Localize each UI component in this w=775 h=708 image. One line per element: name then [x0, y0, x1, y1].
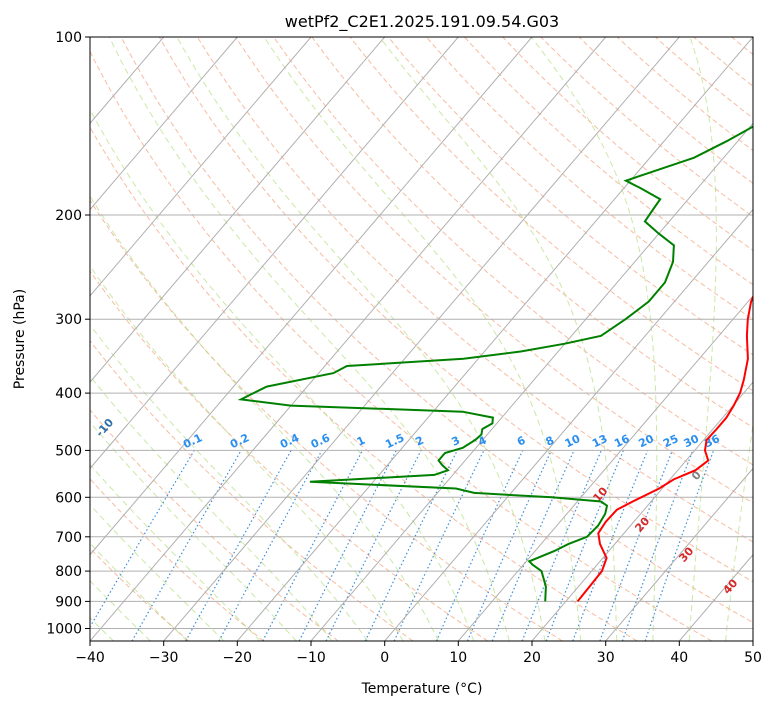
isotherm-line — [90, 37, 312, 297]
moist-adiabat — [90, 375, 333, 641]
x-tick-label: 0 — [380, 650, 389, 666]
moist-adiabat — [263, 37, 582, 641]
x-tick-label: 50 — [744, 650, 762, 666]
isotherm-line — [90, 37, 238, 211]
mixing-ratio-line — [262, 450, 364, 641]
moist-adiabat — [90, 195, 439, 641]
plot-area: 0.10.20.40.611.52346810131620253036-100-… — [89, 36, 754, 642]
y-tick-label: 1000 — [46, 622, 82, 638]
isotherm-line — [90, 37, 607, 641]
background-lines — [90, 37, 753, 641]
isotherm-line — [384, 208, 753, 641]
isotherm-line — [163, 37, 680, 641]
y-axis-label: Pressure (hPa) — [12, 289, 28, 389]
profiles — [237, 125, 753, 603]
mixing-ratio-label: 25 — [661, 432, 680, 450]
isotherm-line — [531, 381, 753, 641]
y-tick-label: 200 — [55, 208, 82, 224]
mixing-ratio-label: 16 — [612, 432, 632, 450]
moist-adiabat — [176, 37, 546, 641]
mixing-ratio-line — [521, 450, 602, 641]
x-tick-label: −20 — [223, 650, 253, 666]
y-tick-label: 900 — [55, 594, 82, 610]
y-tick-label: 100 — [55, 30, 82, 46]
x-tick-label: −40 — [75, 650, 105, 666]
y-tick-label: 400 — [55, 386, 82, 402]
dry-adiabat — [158, 37, 753, 583]
x-tick-label: −10 — [296, 650, 326, 666]
dry-adiabat — [197, 37, 753, 543]
dry-adiabat — [90, 50, 712, 641]
mixing-ratio-line — [90, 450, 195, 629]
x-tick-label: 30 — [597, 650, 615, 666]
y-tick-label: 500 — [55, 443, 82, 459]
moist-adiabat — [688, 37, 717, 641]
x-tick-label: 40 — [670, 650, 688, 666]
mixing-ratio-label: 13 — [590, 432, 609, 450]
moist-adiabat — [90, 265, 404, 641]
dry-adiabat — [502, 37, 753, 251]
chart-title: wetPf2_C2E1.2025.191.09.54.G03 — [285, 12, 559, 32]
dry-adiabat — [90, 478, 264, 641]
isotherm-line — [90, 37, 533, 556]
isotherm-line — [236, 37, 753, 641]
y-axis: 100 200 300 400 500 600 700 800 900 1000 — [46, 30, 90, 638]
moist-adiabat — [90, 323, 369, 641]
mixing-ratio-line — [393, 450, 485, 641]
dry-adiabat — [90, 199, 563, 641]
moist-adiabat — [530, 37, 658, 641]
mixing-ratio-label: 30 — [682, 432, 702, 450]
dry-adiabat — [90, 270, 488, 641]
dry-adiabat — [273, 37, 753, 466]
y-tick-label: 600 — [55, 490, 82, 506]
dry-adiabat — [540, 37, 753, 218]
mixing-ratio-line — [545, 450, 624, 641]
x-tick-label: 10 — [449, 650, 467, 666]
mixing-ratio-line — [466, 450, 552, 641]
mixing-ratio-line — [435, 450, 524, 641]
moist-adiabat — [90, 421, 297, 641]
x-tick-label: −30 — [149, 650, 179, 666]
x-tick-label: 20 — [523, 650, 541, 666]
mixing-ratio-label: 20 — [637, 432, 657, 450]
isotherm-line — [310, 122, 753, 641]
mixing-ratio-line — [491, 450, 575, 641]
y-tick-label: 700 — [55, 530, 82, 546]
isotherm-line — [90, 37, 459, 470]
x-axis: −40 −30 −20 −10 0 10 20 30 40 50 — [75, 641, 762, 666]
moist-adiabat — [90, 542, 188, 641]
isotherm-line — [90, 37, 386, 383]
dry-adiabat — [387, 37, 753, 356]
temperature-line — [576, 294, 753, 603]
dry-adiabat — [464, 37, 753, 286]
dewpoint-line — [237, 125, 753, 602]
mixing-ratio-line — [131, 450, 242, 641]
mixing-ratio-label: 10 — [563, 432, 583, 450]
y-tick-label: 800 — [55, 564, 82, 580]
dry-adiabat — [311, 37, 753, 429]
y-tick-label: 300 — [55, 312, 82, 328]
isotherm-line — [457, 295, 753, 641]
x-axis-label: Temperature (°C) — [361, 681, 483, 697]
dry-adiabat — [120, 37, 753, 624]
moist-adiabat — [725, 421, 753, 641]
mixing-ratio-line — [218, 450, 323, 641]
dry-adiabat — [90, 126, 638, 641]
moist-adiabat — [108, 37, 510, 641]
mixing-ratio-line — [185, 450, 292, 641]
moist-adiabat — [90, 108, 475, 641]
mixing-ratio-label: 36 — [702, 432, 722, 450]
isotherm-line — [605, 467, 753, 641]
plot-frame — [89, 36, 754, 642]
